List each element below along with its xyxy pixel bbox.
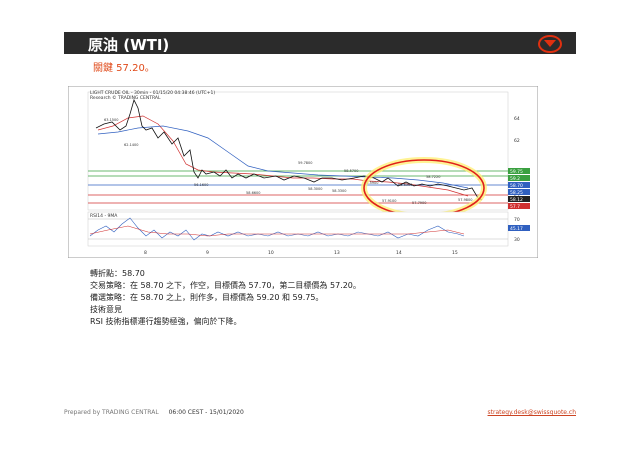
annotation-11: 57.7900 [412,201,426,205]
pivot-text: 轉折點：58.70 [90,269,145,278]
annotation-10: 57.9100 [382,199,396,203]
annotation-8: 58.3000 [308,187,322,191]
rsi-label: RSI14 - 9MA [90,213,118,219]
date-axis-8: 8 [144,250,147,256]
contact-email-link[interactable]: strategy.desk@swissquote.ch [487,409,576,416]
annotation-9: 58.3300 [332,189,346,193]
footer-timestamp: 06:00 CEST - 15/01/2020 [168,409,244,416]
price-chart: LIGHT CRUDE OIL - 30min - 01/15/20 04:38… [68,86,538,258]
date-axis-14: 14 [396,250,402,256]
price-axis-64: 64 [514,116,520,122]
collapse-toggle-icon[interactable] [538,35,562,53]
level-tag-58.25: 58.25 [510,190,523,196]
ma-blue-line [97,125,469,189]
level-tag-58.70: 58.70 [510,183,523,189]
annotation-3: 59.7800 [298,161,312,165]
annotation-high: 63.1500 [104,118,118,122]
key-level-subtitle: 關鍵 57.20。 [93,63,155,74]
date-axis-15: 15 [452,250,458,256]
date-axis-9: 9 [206,250,209,256]
chart-header-line1: LIGHT CRUDE OIL - 30min - 01/15/20 04:38… [90,90,215,96]
annotation-2: 62.1400 [124,143,138,147]
price-series-line [95,98,483,201]
annotation-5: 58.7220 [426,175,440,179]
rsi-axis-70: 70 [514,217,520,223]
chart-header-line2: Research © TRADING CENTRAL [90,94,161,101]
strategy-details: 轉折點：58.70 交易策略：在 58.70 之下，作空，目標價為 57.70，… [90,268,361,328]
comment-text: RSI 技術指標運行趨勢極強，偏向於下降。 [90,317,242,326]
annotation-12: 57.9800 [458,198,472,202]
date-axis-10: 10 [268,250,274,256]
alternative-strategy-text: 備選策略：在 58.70 之上，則作多，目標價為 59.20 和 59.75。 [90,293,324,302]
ma-red-line [97,115,469,197]
annotation-6: 56.1600 [194,183,208,187]
annotation-7: 58.6600 [246,191,260,195]
annotation-14: 56.5900 [364,181,378,185]
rsi-ma-line [89,225,465,237]
rsi-value-tag: 45.17 [510,226,523,232]
annotation-13: 58.6300 [398,183,412,187]
prepared-by-text: Prepared by TRADING CENTRAL [64,409,159,416]
annotation-4: 58.5700 [344,169,358,173]
level-tag-57.7: 57.7 [510,204,520,210]
level-tag-59.2: 59.2 [510,176,520,182]
level-tag-58.12: 58.12 [510,197,523,203]
rsi-axis-30: 30 [514,237,520,243]
section-header: 原油 (WTI) [64,32,576,54]
footer-left: Prepared by TRADING CENTRAL 06:00 CEST -… [64,409,244,416]
section-title: 原油 (WTI) [88,36,170,54]
rsi-line [89,217,465,241]
comment-heading: 技術意見 [90,305,122,314]
trading-strategy-text: 交易策略：在 58.70 之下，作空，目標價為 57.70，第二目標價為 57.… [90,281,361,290]
price-axis-62: 62 [514,138,520,144]
date-axis-13: 13 [334,250,340,256]
level-tag-59.75: 59.75 [510,169,523,175]
